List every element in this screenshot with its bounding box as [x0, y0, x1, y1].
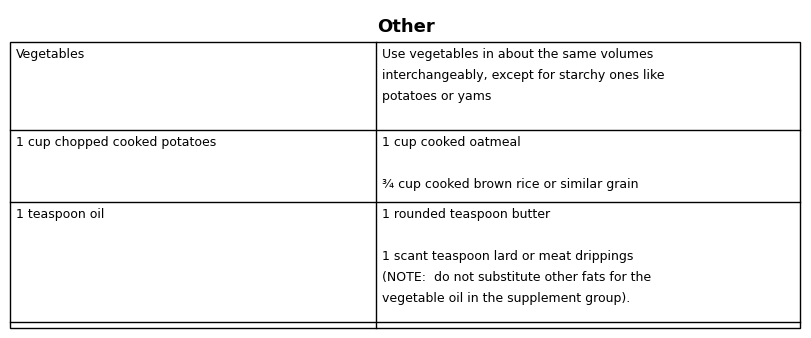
Text: 1 teaspoon oil: 1 teaspoon oil — [16, 208, 105, 221]
Text: 1 cup chopped cooked potatoes: 1 cup chopped cooked potatoes — [16, 136, 216, 149]
Text: 1 rounded teaspoon butter

1 scant teaspoon lard or meat drippings
(NOTE:  do no: 1 rounded teaspoon butter 1 scant teaspo… — [381, 208, 650, 305]
Bar — [10, 42, 799, 328]
Text: 1 cup cooked oatmeal

¾ cup cooked brown rice or similar grain: 1 cup cooked oatmeal ¾ cup cooked brown … — [381, 136, 637, 191]
Text: Vegetables: Vegetables — [16, 48, 85, 61]
Text: Use vegetables in about the same volumes
interchangeably, except for starchy one: Use vegetables in about the same volumes… — [381, 48, 663, 103]
Text: Other: Other — [376, 18, 435, 36]
